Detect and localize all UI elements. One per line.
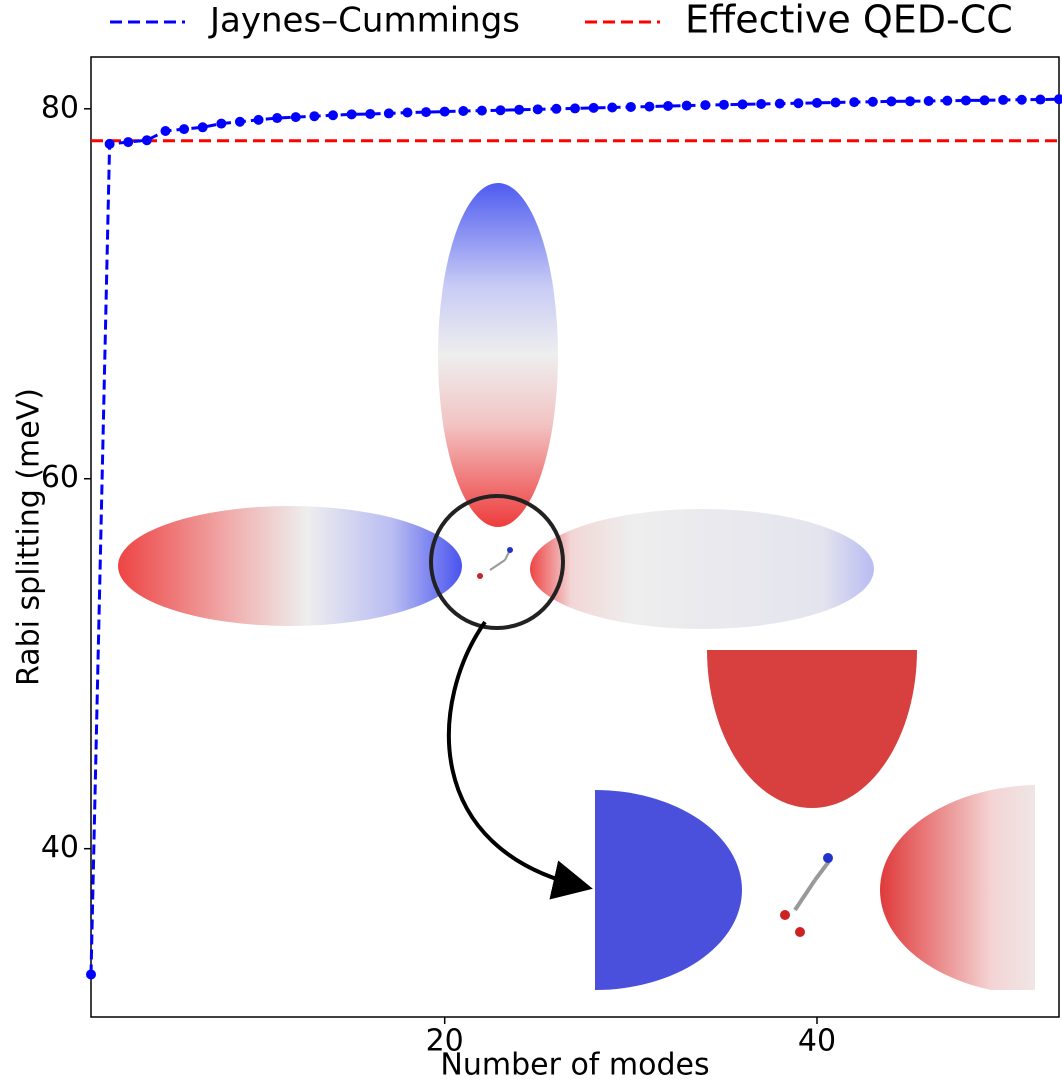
- data-point: [812, 98, 822, 108]
- data-point: [626, 102, 636, 112]
- y-tick-label: 60: [41, 460, 79, 495]
- data-point: [179, 124, 189, 134]
- data-point: [123, 137, 133, 147]
- data-point: [291, 112, 301, 122]
- data-point: [235, 117, 245, 127]
- data-point: [216, 119, 226, 129]
- data-point: [942, 96, 952, 106]
- data-point: [644, 102, 654, 112]
- y-tick-label: 40: [41, 830, 79, 865]
- data-point: [663, 101, 673, 111]
- data-point: [458, 106, 468, 116]
- data-point: [477, 106, 487, 116]
- data-point: [756, 99, 766, 109]
- data-point: [1035, 95, 1045, 105]
- data-point: [533, 104, 543, 114]
- data-point: [402, 107, 412, 117]
- data-point: [309, 111, 319, 121]
- legend-label: Jaynes–Cummings: [208, 1, 520, 41]
- data-point: [347, 109, 357, 119]
- data-point: [905, 96, 915, 106]
- data-point: [998, 95, 1008, 105]
- data-point: [775, 99, 785, 109]
- data-point: [868, 97, 878, 107]
- data-point: [328, 110, 338, 120]
- data-point: [831, 98, 841, 108]
- data-point: [105, 139, 115, 149]
- legend-label: Effective QED-CC: [685, 0, 1013, 42]
- data-point: [551, 104, 561, 114]
- data-point: [514, 105, 524, 115]
- y-axis-label: Rabi splitting (meV): [12, 388, 47, 686]
- data-point: [272, 113, 282, 123]
- data-point: [254, 115, 264, 125]
- data-point: [961, 95, 971, 105]
- data-point: [980, 95, 990, 105]
- data-point: [849, 97, 859, 107]
- x-tick-label: 20: [426, 1024, 464, 1059]
- data-point: [440, 107, 450, 117]
- data-point: [738, 99, 748, 109]
- data-point: [719, 100, 729, 110]
- x-axis-label: Number of modes: [440, 1048, 709, 1082]
- data-point: [700, 100, 710, 110]
- chart: Rabi splitting (meV) Number of modes 40 6…: [0, 0, 1062, 1082]
- x-tick-label: 40: [798, 1024, 836, 1059]
- data-point: [365, 109, 375, 119]
- data-point: [570, 103, 580, 113]
- data-point: [924, 96, 934, 106]
- data-point: [160, 126, 170, 136]
- data-point: [142, 135, 152, 145]
- data-point: [886, 96, 896, 106]
- y-tick-label: 80: [41, 90, 79, 125]
- data-point: [86, 969, 96, 979]
- data-point: [1054, 94, 1062, 104]
- data-point: [589, 103, 599, 113]
- data-point: [496, 105, 506, 115]
- inset-illustration: [118, 183, 1062, 995]
- data-point: [384, 108, 394, 118]
- data-point: [682, 101, 692, 111]
- data-point: [421, 107, 431, 117]
- data-point: [607, 102, 617, 112]
- data-point: [198, 122, 208, 132]
- data-point: [793, 98, 803, 108]
- data-point: [1017, 95, 1027, 105]
